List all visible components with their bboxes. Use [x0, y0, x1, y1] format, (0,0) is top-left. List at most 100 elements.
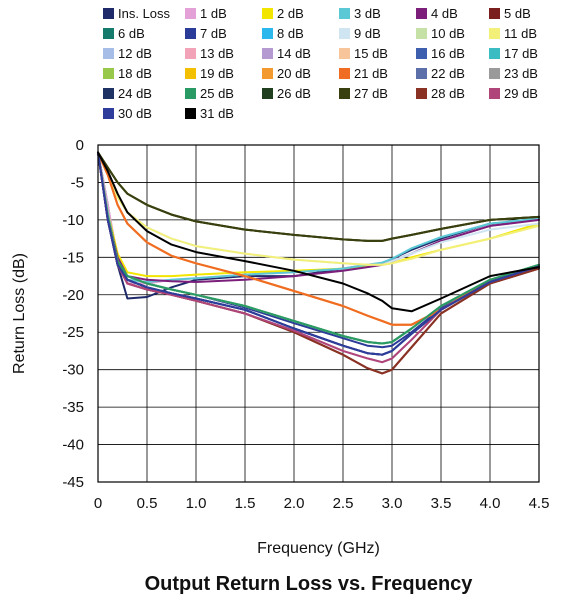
legend-swatch: [489, 48, 500, 59]
y-tick-label: -5: [71, 174, 84, 191]
legend-label: 5 dB: [504, 6, 531, 21]
x-tick-label: 2.0: [284, 495, 305, 512]
legend-label: 29 dB: [504, 86, 538, 101]
grid: [97, 144, 540, 483]
legend-label: 6 dB: [118, 26, 145, 41]
series-line: [97, 151, 540, 313]
legend-label: 23 dB: [504, 66, 538, 81]
legend-label: 1 dB: [200, 6, 227, 21]
y-tick-label: 0: [76, 137, 84, 154]
x-tick-label: 4.0: [480, 495, 501, 512]
legend-swatch: [416, 88, 427, 99]
legend-label: 9 dB: [354, 26, 381, 41]
legend-swatch: [416, 68, 427, 79]
y-tick-label: -20: [62, 287, 84, 304]
legend-label: 22 dB: [431, 66, 465, 81]
legend-swatch: [416, 8, 427, 19]
legend-label: 11 dB: [504, 26, 537, 41]
plot-frame: [97, 144, 540, 483]
legend-swatch: [489, 68, 500, 79]
legend-swatch: [416, 48, 427, 59]
series-line: [97, 151, 540, 345]
legend-swatch: [339, 68, 350, 79]
legend-label: 30 dB: [118, 106, 152, 121]
legend-label: 26 dB: [277, 86, 311, 101]
legend-swatch: [262, 28, 273, 39]
legend-swatch: [489, 88, 500, 99]
series-lines: [97, 151, 540, 375]
y-tick-label: -45: [62, 474, 84, 491]
legend-swatch: [185, 48, 196, 59]
y-tick-label: -25: [62, 324, 84, 341]
legend-label: 12 dB: [118, 46, 152, 61]
legend-label: 8 dB: [277, 26, 304, 41]
legend: Ins. Loss 1 dB 2 dB 3 dB 4 dB 5 dB 6 dB 7 dB 8 d…: [103, 6, 538, 121]
legend-swatch: [185, 8, 196, 19]
y-tick-label: -30: [62, 362, 84, 379]
legend-label: 2 dB: [277, 6, 304, 21]
legend-swatch: [339, 48, 350, 59]
legend-swatch: [262, 8, 273, 19]
legend-swatch: [262, 88, 273, 99]
x-tick-label: 0: [94, 495, 102, 512]
series-line: [97, 151, 540, 349]
legend-label: 13 dB: [200, 46, 234, 61]
legend-swatch: [262, 48, 273, 59]
series-line: [97, 151, 540, 283]
x-tick-labels: 0 0.5 1.0 1.5 2.0 2.5 3.0 3.5 4.0 4.5: [94, 495, 550, 512]
x-tick-label: 4.5: [529, 495, 550, 512]
legend-label: 3 dB: [354, 6, 381, 21]
y-tick-label: -40: [62, 437, 84, 454]
legend-swatch: [103, 88, 114, 99]
x-tick-label: 3.0: [382, 495, 403, 512]
legend-label: 21 dB: [354, 66, 388, 81]
legend-swatch: [262, 68, 273, 79]
series-line: [97, 151, 540, 285]
y-tick-label: -10: [62, 212, 84, 229]
series-line: [97, 151, 540, 356]
x-tick-label: 2.5: [333, 495, 354, 512]
series-line: [97, 151, 540, 345]
legend-swatch: [103, 68, 114, 79]
legend-swatch: [103, 48, 114, 59]
legend-swatch: [339, 28, 350, 39]
legend-label: 25 dB: [200, 86, 234, 101]
series-line: [97, 151, 540, 345]
legend-label: 7 dB: [200, 26, 227, 41]
legend-label: 15 dB: [354, 46, 388, 61]
legend-label: 10 dB: [431, 26, 465, 41]
legend-swatch: [339, 8, 350, 19]
x-tick-label: 1.5: [235, 495, 256, 512]
legend-label: 16 dB: [431, 46, 465, 61]
series-line: [97, 151, 540, 364]
legend-swatch: [185, 88, 196, 99]
legend-label: 20 dB: [277, 66, 311, 81]
legend-label: 14 dB: [277, 46, 311, 61]
legend-swatch: [185, 28, 196, 39]
series-line: [97, 151, 540, 266]
legend-swatch: [489, 28, 500, 39]
series-line: [97, 151, 540, 242]
legend-swatch: [489, 8, 500, 19]
legend-swatch: [103, 8, 114, 19]
x-tick-label: 1.0: [186, 495, 207, 512]
series-line: [97, 151, 540, 345]
legend-label: 19 dB: [200, 66, 234, 81]
legend-label: 18 dB: [118, 66, 152, 81]
y-tick-label: -35: [62, 399, 84, 416]
chart-title: Output Return Loss vs. Frequency: [145, 573, 474, 595]
series-line: [97, 151, 540, 345]
y-tick-label: -15: [62, 249, 84, 266]
legend-swatch: [103, 28, 114, 39]
legend-swatch: [103, 108, 114, 119]
legend-label: 17 dB: [504, 46, 538, 61]
series-line: [97, 151, 540, 283]
legend-swatch: [185, 68, 196, 79]
legend-label: 27 dB: [354, 86, 388, 101]
series-line: [97, 151, 540, 345]
legend-label: Ins. Loss: [118, 6, 171, 21]
y-axis-label: Return Loss (dB): [11, 253, 28, 374]
y-tick-labels: 0 -5 -10 -15 -20 -25 -30 -35 -40 -45: [62, 137, 84, 491]
legend-label: 31 dB: [200, 106, 234, 121]
